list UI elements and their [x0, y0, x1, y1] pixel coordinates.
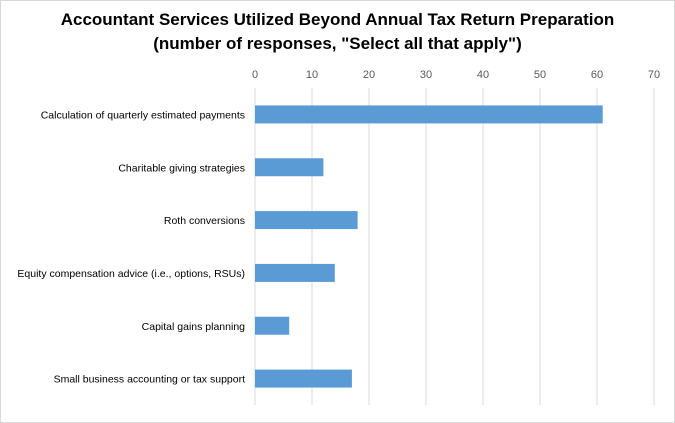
category-label: Capital gains planning — [142, 321, 245, 333]
bar — [255, 263, 335, 282]
x-tick-label: 50 — [534, 69, 546, 81]
x-tick-label: 0 — [252, 69, 258, 81]
category-label: Calculation of quarterly estimated payme… — [41, 109, 245, 121]
x-tick-label: 10 — [306, 69, 318, 81]
bar — [255, 211, 358, 230]
category-label: Charitable giving strategies — [118, 162, 245, 174]
x-tick-label: 40 — [477, 69, 489, 81]
chart-title: Accountant Services Utilized Beyond Annu… — [60, 10, 615, 29]
category-label: Roth conversions — [164, 215, 245, 227]
bar — [255, 316, 290, 335]
chart-title-block: Accountant Services Utilized Beyond Annu… — [0, 8, 675, 56]
x-tick-label: 60 — [591, 69, 603, 81]
bar — [255, 158, 324, 177]
category-label: Small business accounting or tax support — [54, 374, 246, 386]
x-tick-label: 30 — [420, 69, 432, 81]
chart-subtitle: (number of responses, "Select all that a… — [153, 34, 522, 53]
bar — [255, 369, 352, 388]
x-tick-label: 20 — [363, 69, 375, 81]
x-tick-label: 70 — [648, 69, 660, 81]
category-label: Equity compensation advice (i.e., option… — [17, 268, 245, 280]
bar — [255, 105, 603, 124]
